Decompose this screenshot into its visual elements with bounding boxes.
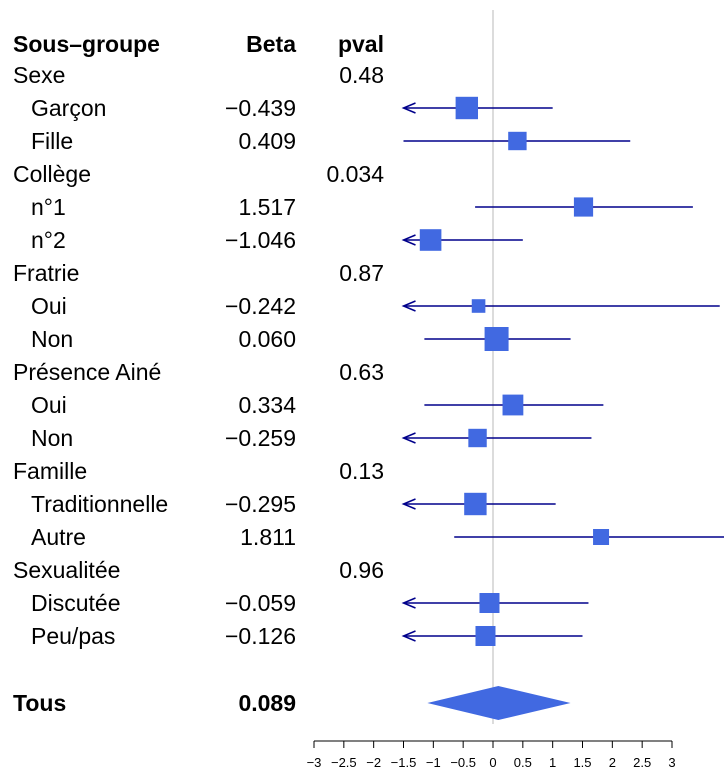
pval-value: 0.96 — [339, 557, 384, 583]
group-row: Sexe 0.48 — [13, 62, 384, 88]
item-row: Oui 0.334 — [31, 392, 603, 418]
item-label: n°1 — [31, 194, 66, 220]
header-pval: pval — [338, 31, 384, 57]
item-row: Non 0.060 — [31, 326, 571, 352]
item-label: n°2 — [31, 227, 66, 253]
x-tick-label: −3 — [307, 755, 322, 770]
group-row: Fratrie 0.87 — [13, 260, 384, 286]
item-row: Discutée −0.059 — [31, 590, 588, 616]
item-label: Discutée — [31, 590, 120, 616]
item-label: Oui — [31, 293, 67, 319]
item-row: Oui −0.242 — [31, 293, 720, 319]
item-row: n°2 −1.046 — [31, 227, 523, 253]
group-label: Fratrie — [13, 260, 79, 286]
header-subgroup: Sous–groupe — [13, 31, 160, 57]
item-row: Autre 1.811 — [31, 524, 724, 550]
rows: Sexe 0.48 Garçon −0.439 Fille 0.409 Collège 0.0… — [13, 62, 724, 649]
overall-beta: 0.089 — [238, 690, 296, 716]
estimate-box — [472, 299, 486, 313]
group-label: Collège — [13, 161, 91, 187]
beta-value: 0.060 — [238, 326, 296, 352]
pval-value: 0.63 — [339, 359, 384, 385]
beta-value: 0.334 — [238, 392, 296, 418]
estimate-box — [468, 429, 486, 447]
beta-value: −0.259 — [225, 425, 296, 451]
beta-value: 0.409 — [238, 128, 296, 154]
item-label: Garçon — [31, 95, 106, 121]
x-tick-label: 2.5 — [633, 755, 651, 770]
estimate-box — [503, 395, 524, 416]
x-tick-label: −0.5 — [450, 755, 476, 770]
group-row: Présence Ainé 0.63 — [13, 359, 384, 385]
beta-value: −0.126 — [225, 623, 296, 649]
item-label: Non — [31, 326, 73, 352]
item-row: n°1 1.517 — [31, 194, 693, 220]
estimate-box — [479, 593, 499, 613]
item-label: Fille — [31, 128, 73, 154]
item-label: Autre — [31, 524, 86, 550]
overall-row: Tous 0.089 — [13, 686, 571, 720]
estimate-box — [464, 493, 486, 515]
item-row: Non −0.259 — [31, 425, 591, 451]
item-label: Non — [31, 425, 73, 451]
x-tick-label: 3 — [668, 755, 675, 770]
group-row: Collège 0.034 — [13, 161, 384, 187]
pval-value: 0.13 — [339, 458, 384, 484]
group-label: Sexualitée — [13, 557, 120, 583]
x-tick-label: 2 — [609, 755, 616, 770]
x-axis: −3 −2.5 −2 −1.5 −1 −0.5 0 0.5 1 1.5 2 2.5 3 — [307, 741, 676, 770]
x-tick-label: −1 — [426, 755, 441, 770]
x-tick-label: 0.5 — [514, 755, 532, 770]
estimate-box — [420, 229, 442, 251]
pval-value: 0.034 — [326, 161, 384, 187]
estimate-box — [593, 529, 609, 545]
group-label: Présence Ainé — [13, 359, 161, 385]
group-label: Sexe — [13, 62, 65, 88]
item-label: Oui — [31, 392, 67, 418]
item-row: Fille 0.409 — [31, 128, 630, 154]
estimate-box — [485, 327, 509, 351]
header-beta: Beta — [246, 31, 296, 57]
overall-label: Tous — [13, 690, 66, 716]
estimate-box — [456, 97, 478, 119]
x-tick-label: 0 — [489, 755, 496, 770]
estimate-box — [508, 132, 526, 150]
beta-value: −0.059 — [225, 590, 296, 616]
pval-value: 0.87 — [339, 260, 384, 286]
x-tick-label: 1 — [549, 755, 556, 770]
beta-value: 1.811 — [240, 524, 296, 550]
item-row: Garçon −0.439 — [31, 95, 553, 121]
estimate-box — [574, 197, 593, 216]
x-tick-label: 1.5 — [573, 755, 591, 770]
beta-value: −0.295 — [225, 491, 296, 517]
item-row: Traditionnelle −0.295 — [31, 491, 556, 517]
group-row: Sexualitée 0.96 — [13, 557, 384, 583]
item-label: Peu/pas — [31, 623, 115, 649]
x-tick-label: −2.5 — [331, 755, 357, 770]
pval-value: 0.48 — [339, 62, 384, 88]
item-row: Peu/pas −0.126 — [31, 623, 583, 649]
x-tick-label: −2 — [366, 755, 381, 770]
group-label: Famille — [13, 458, 87, 484]
overall-diamond — [427, 686, 570, 720]
beta-value: −0.242 — [225, 293, 296, 319]
item-label: Traditionnelle — [31, 491, 168, 517]
beta-value: 1.517 — [238, 194, 296, 220]
beta-value: −1.046 — [225, 227, 296, 253]
estimate-box — [475, 626, 495, 646]
x-tick-label: −1.5 — [391, 755, 417, 770]
group-row: Famille 0.13 — [13, 458, 384, 484]
beta-value: −0.439 — [225, 95, 296, 121]
